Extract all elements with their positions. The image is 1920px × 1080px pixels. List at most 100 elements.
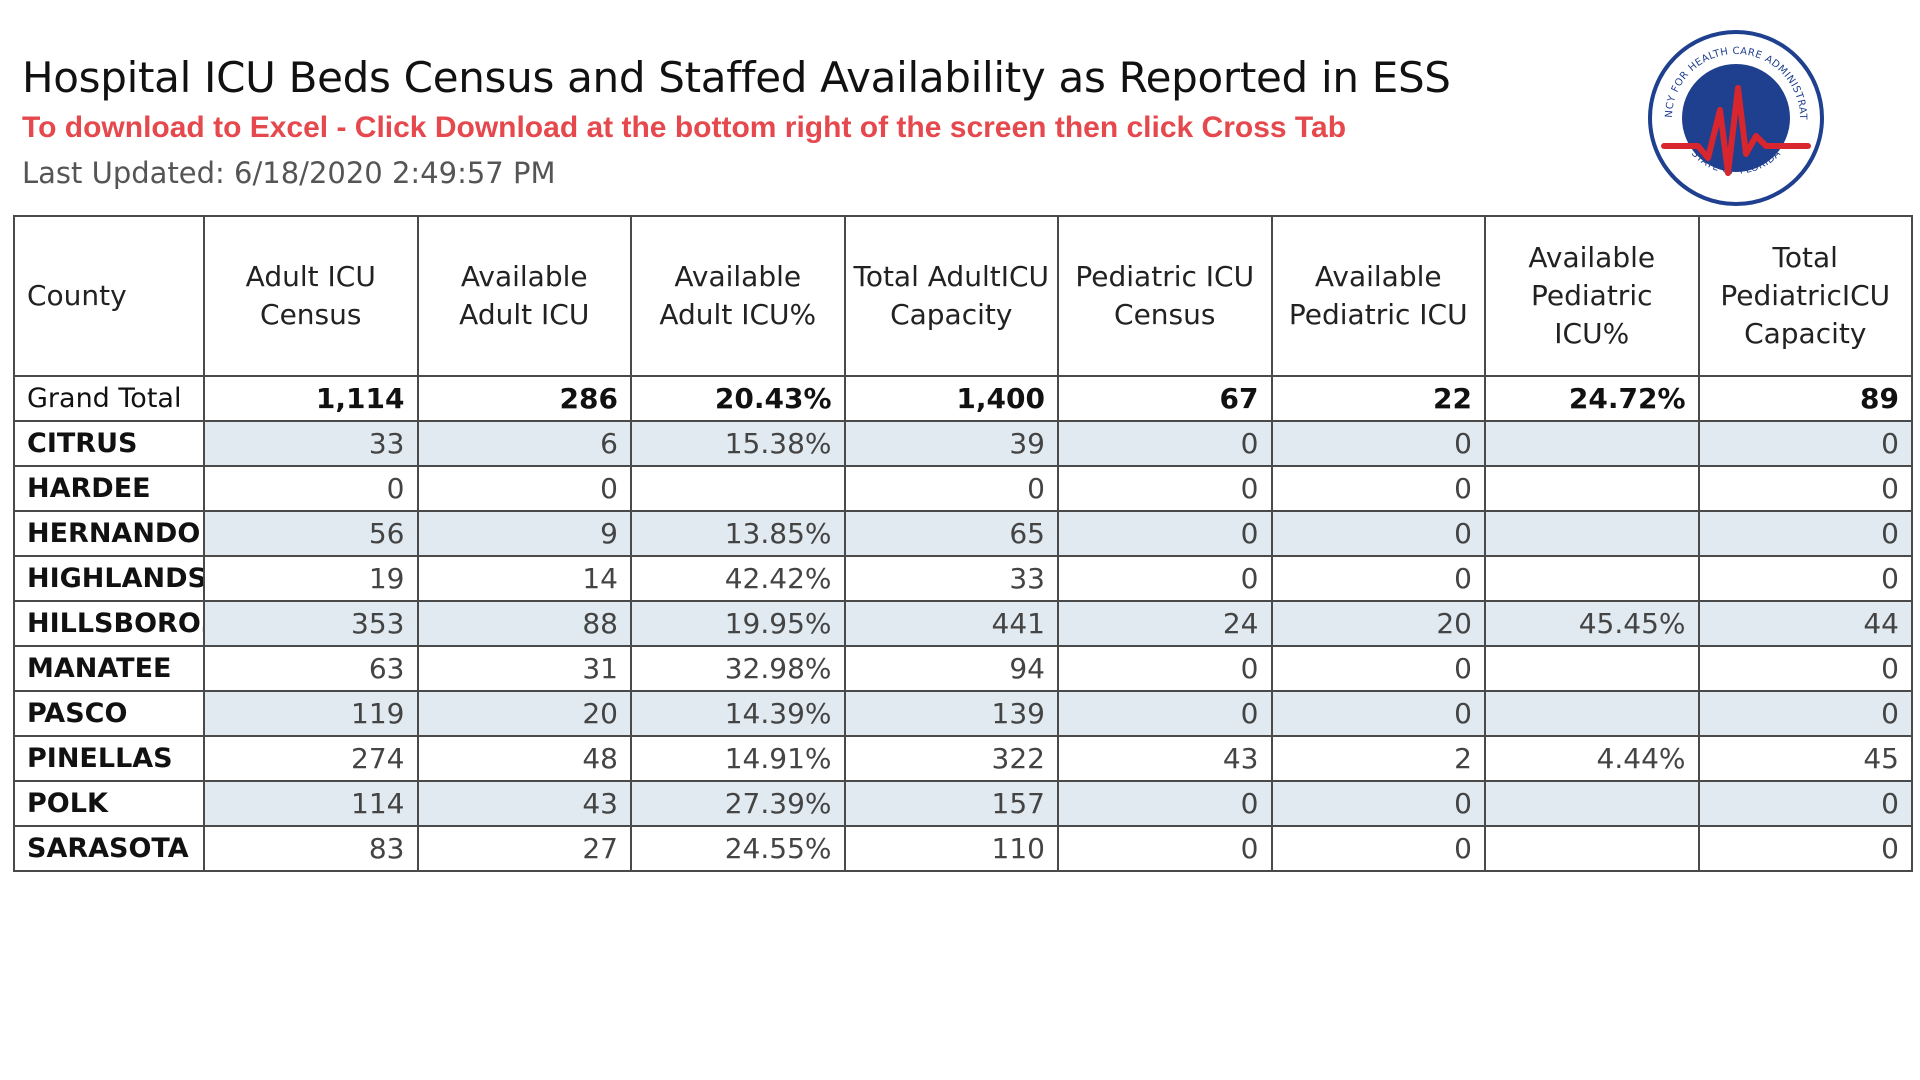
cell-total-pediatric-icu-capacity[interactable]: 0 (1697, 420, 1913, 467)
cell-county[interactable]: HILLSBORO.. (13, 600, 205, 647)
cell-available-adult-icu-pct[interactable]: 14.39% (630, 690, 846, 737)
cell-available-pediatric-icu[interactable]: 0 (1270, 780, 1486, 827)
cell-available-pediatric-icu-pct[interactable] (1484, 420, 1700, 467)
cell-total-adult-icu-capacity[interactable]: 441 (843, 600, 1059, 647)
table-row[interactable]: PASCO 119 20 14.39% 139 0 0 0 (13, 690, 1913, 737)
cell-available-pediatric-icu[interactable]: 0 (1270, 645, 1486, 692)
table-row[interactable]: HERNANDO 56 9 13.85% 65 0 0 0 (13, 510, 1913, 557)
column-header-available-adult-icu-pct[interactable]: Available Adult ICU% (630, 215, 846, 377)
cell-available-adult-icu-pct[interactable]: 24.55% (630, 825, 846, 872)
cell-adult-icu-census[interactable]: 83 (203, 825, 419, 872)
cell-total-adult-icu-capacity[interactable]: 157 (843, 780, 1059, 827)
cell-total-adult-icu-capacity[interactable]: 39 (843, 420, 1059, 467)
cell-pediatric-icu-census[interactable]: 0 (1057, 465, 1273, 512)
cell-adult-icu-census[interactable]: 353 (203, 600, 419, 647)
table-row[interactable]: POLK 114 43 27.39% 157 0 0 0 (13, 780, 1913, 827)
cell-pediatric-icu-census[interactable]: 24 (1057, 600, 1273, 647)
cell-available-pediatric-icu-pct[interactable]: 4.44% (1484, 735, 1700, 782)
cell-total-pediatric-icu-capacity[interactable]: 89 (1697, 375, 1913, 422)
cell-available-adult-icu[interactable]: 27 (416, 825, 632, 872)
cell-adult-icu-census[interactable]: 33 (203, 420, 419, 467)
cell-available-pediatric-icu-pct[interactable] (1484, 465, 1700, 512)
cell-available-adult-icu-pct[interactable]: 32.98% (630, 645, 846, 692)
cell-county[interactable]: POLK (13, 780, 205, 827)
cell-county[interactable]: HIGHLANDS (13, 555, 205, 602)
cell-available-pediatric-icu-pct[interactable]: 24.72% (1484, 375, 1700, 422)
cell-total-adult-icu-capacity[interactable]: 322 (843, 735, 1059, 782)
cell-available-adult-icu-pct[interactable]: 19.95% (630, 600, 846, 647)
cell-total-pediatric-icu-capacity[interactable]: 0 (1697, 690, 1913, 737)
cell-pediatric-icu-census[interactable]: 0 (1057, 510, 1273, 557)
cell-adult-icu-census[interactable]: 19 (203, 555, 419, 602)
column-header-total-adult-icu-capacity[interactable]: Total AdultICU Capacity (843, 215, 1059, 377)
cell-total-adult-icu-capacity[interactable]: 110 (843, 825, 1059, 872)
cell-total-pediatric-icu-capacity[interactable]: 0 (1697, 780, 1913, 827)
cell-available-adult-icu[interactable]: 6 (416, 420, 632, 467)
cell-total-pediatric-icu-capacity[interactable]: 0 (1697, 645, 1913, 692)
cell-available-pediatric-icu[interactable]: 0 (1270, 420, 1486, 467)
cell-adult-icu-census[interactable]: 274 (203, 735, 419, 782)
table-row[interactable]: SARASOTA 83 27 24.55% 110 0 0 0 (13, 825, 1913, 872)
cell-available-pediatric-icu-pct[interactable] (1484, 555, 1700, 602)
cell-available-adult-icu-pct[interactable]: 14.91% (630, 735, 846, 782)
cell-county[interactable]: Grand Total (13, 375, 205, 422)
cell-adult-icu-census[interactable]: 119 (203, 690, 419, 737)
cell-available-pediatric-icu[interactable]: 0 (1270, 825, 1486, 872)
table-row[interactable]: PINELLAS 274 48 14.91% 322 43 2 4.44% 45 (13, 735, 1913, 782)
cell-total-pediatric-icu-capacity[interactable]: 0 (1697, 510, 1913, 557)
cell-total-adult-icu-capacity[interactable]: 94 (843, 645, 1059, 692)
cell-available-adult-icu[interactable]: 88 (416, 600, 632, 647)
column-header-pediatric-icu-census[interactable]: Pediatric ICU Census (1057, 215, 1273, 377)
cell-total-pediatric-icu-capacity[interactable]: 0 (1697, 465, 1913, 512)
cell-total-adult-icu-capacity[interactable]: 65 (843, 510, 1059, 557)
cell-available-adult-icu-pct[interactable]: 15.38% (630, 420, 846, 467)
cell-county[interactable]: HARDEE (13, 465, 205, 512)
cell-pediatric-icu-census[interactable]: 0 (1057, 420, 1273, 467)
grand-total-row[interactable]: Grand Total 1,114 286 20.43% 1,400 67 22 24.72%… (13, 375, 1913, 422)
cell-county[interactable]: CITRUS (13, 420, 205, 467)
cell-total-pediatric-icu-capacity[interactable]: 0 (1697, 555, 1913, 602)
table-row[interactable]: HIGHLANDS 19 14 42.42% 33 0 0 0 (13, 555, 1913, 602)
cell-available-adult-icu[interactable]: 48 (416, 735, 632, 782)
cell-adult-icu-census[interactable]: 63 (203, 645, 419, 692)
cell-total-adult-icu-capacity[interactable]: 139 (843, 690, 1059, 737)
cell-county[interactable]: MANATEE (13, 645, 205, 692)
cell-available-pediatric-icu-pct[interactable] (1484, 645, 1700, 692)
cell-total-adult-icu-capacity[interactable]: 0 (843, 465, 1059, 512)
cell-adult-icu-census[interactable]: 0 (203, 465, 419, 512)
cell-available-pediatric-icu-pct[interactable] (1484, 825, 1700, 872)
cell-pediatric-icu-census[interactable]: 0 (1057, 780, 1273, 827)
cell-available-pediatric-icu[interactable]: 0 (1270, 690, 1486, 737)
table-row[interactable]: CITRUS 33 6 15.38% 39 0 0 0 (13, 420, 1913, 467)
cell-available-adult-icu[interactable]: 286 (416, 375, 632, 422)
table-row[interactable]: MANATEE 63 31 32.98% 94 0 0 0 (13, 645, 1913, 692)
cell-available-adult-icu[interactable]: 0 (416, 465, 632, 512)
cell-available-adult-icu[interactable]: 31 (416, 645, 632, 692)
cell-available-pediatric-icu[interactable]: 0 (1270, 510, 1486, 557)
cell-total-pediatric-icu-capacity[interactable]: 0 (1697, 825, 1913, 872)
cell-available-pediatric-icu-pct[interactable] (1484, 510, 1700, 557)
cell-pediatric-icu-census[interactable]: 0 (1057, 690, 1273, 737)
column-header-total-pediatric-icu-capacity[interactable]: Total PediatricICU Capacity (1697, 215, 1913, 377)
column-header-county[interactable]: County (13, 215, 205, 377)
cell-pediatric-icu-census[interactable]: 67 (1057, 375, 1273, 422)
cell-total-adult-icu-capacity[interactable]: 1,400 (843, 375, 1059, 422)
column-header-available-pediatric-icu[interactable]: Available Pediatric ICU (1270, 215, 1486, 377)
cell-available-pediatric-icu[interactable]: 0 (1270, 465, 1486, 512)
cell-available-adult-icu-pct[interactable]: 20.43% (630, 375, 846, 422)
cell-available-pediatric-icu[interactable]: 20 (1270, 600, 1486, 647)
cell-available-pediatric-icu[interactable]: 2 (1270, 735, 1486, 782)
cell-total-pediatric-icu-capacity[interactable]: 44 (1697, 600, 1913, 647)
cell-county[interactable]: HERNANDO (13, 510, 205, 557)
cell-available-pediatric-icu-pct[interactable] (1484, 780, 1700, 827)
table-row[interactable]: HARDEE 0 0 0 0 0 0 (13, 465, 1913, 512)
cell-county[interactable]: PINELLAS (13, 735, 205, 782)
column-header-adult-icu-census[interactable]: Adult ICU Census (203, 215, 419, 377)
cell-available-adult-icu[interactable]: 43 (416, 780, 632, 827)
cell-adult-icu-census[interactable]: 114 (203, 780, 419, 827)
cell-available-adult-icu-pct[interactable]: 13.85% (630, 510, 846, 557)
cell-available-adult-icu-pct[interactable] (630, 465, 846, 512)
cell-available-adult-icu[interactable]: 9 (416, 510, 632, 557)
cell-available-pediatric-icu-pct[interactable]: 45.45% (1484, 600, 1700, 647)
cell-available-pediatric-icu[interactable]: 22 (1270, 375, 1486, 422)
